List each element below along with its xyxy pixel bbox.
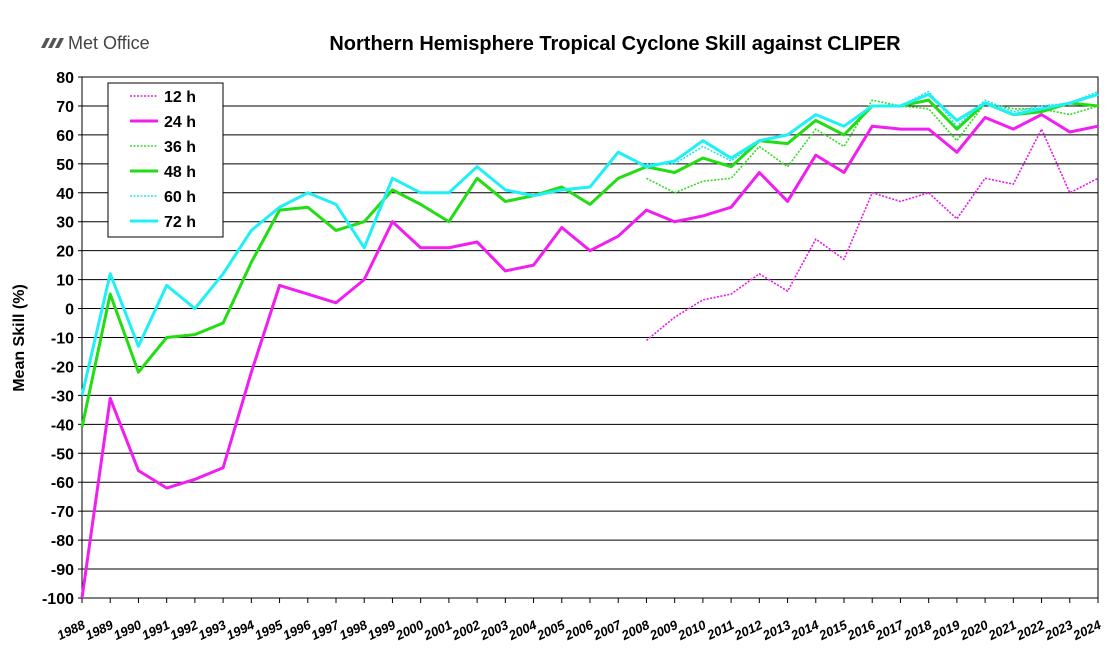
legend-label: 72 h	[164, 214, 196, 231]
x-tick-label: 2024	[1070, 617, 1104, 644]
y-tick-label: -30	[51, 388, 74, 405]
legend-label: 48 h	[164, 164, 196, 181]
series-line	[646, 99, 1099, 194]
chart-title: Northern Hemisphere Tropical Cyclone Ski…	[329, 33, 901, 55]
series-line	[645, 128, 1099, 342]
y-axis-label: Mean Skill (%)	[11, 284, 28, 392]
y-tick-label: -40	[51, 417, 74, 434]
y-tick-label: -90	[51, 562, 74, 579]
x-tick-label: 2010	[675, 617, 709, 644]
y-tick-label: 20	[56, 244, 74, 261]
legend-label: 24 h	[164, 114, 196, 131]
y-tick-label: -60	[51, 475, 74, 492]
y-tick-label: -80	[51, 533, 74, 550]
y-tick-label: 30	[56, 215, 74, 232]
y-tick-label: -70	[51, 504, 74, 521]
series-line	[80, 92, 1099, 396]
y-tick-label: -50	[51, 446, 74, 463]
y-tick-label: -20	[51, 359, 74, 376]
legend-label: 60 h	[164, 189, 196, 206]
series-line	[80, 113, 1099, 599]
x-tick-label: 2001	[421, 617, 454, 643]
series-line	[80, 98, 1099, 428]
y-tick-label: 10	[56, 273, 74, 290]
legend-label: 12 h	[164, 89, 196, 106]
legend-box	[107, 82, 224, 238]
logo-icon	[41, 38, 64, 48]
y-tick-label: -100	[42, 591, 74, 608]
y-tick-label: 0	[65, 302, 74, 319]
y-tick-label: -10	[51, 331, 74, 348]
y-tick-label: 50	[56, 157, 74, 174]
y-tick-label: 70	[56, 99, 74, 116]
y-tick-label: 80	[56, 70, 74, 87]
logo: Met Office	[68, 33, 150, 53]
y-tick-label: 60	[56, 128, 74, 145]
x-tick-label: 2021	[985, 617, 1018, 643]
legend-label: 36 h	[164, 139, 196, 156]
y-tick-label: 40	[56, 186, 74, 203]
